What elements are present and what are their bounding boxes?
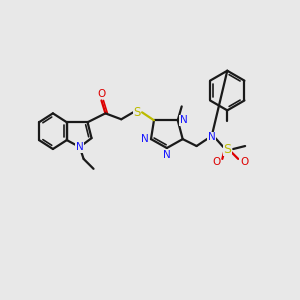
Text: N: N — [208, 132, 215, 142]
Text: N: N — [141, 134, 149, 144]
Text: N: N — [180, 115, 188, 125]
Text: O: O — [97, 88, 106, 98]
Text: N: N — [76, 142, 83, 152]
Text: S: S — [134, 106, 141, 119]
Text: O: O — [212, 157, 220, 167]
Text: N: N — [163, 150, 171, 160]
Text: S: S — [223, 142, 231, 155]
Text: O: O — [240, 157, 248, 167]
